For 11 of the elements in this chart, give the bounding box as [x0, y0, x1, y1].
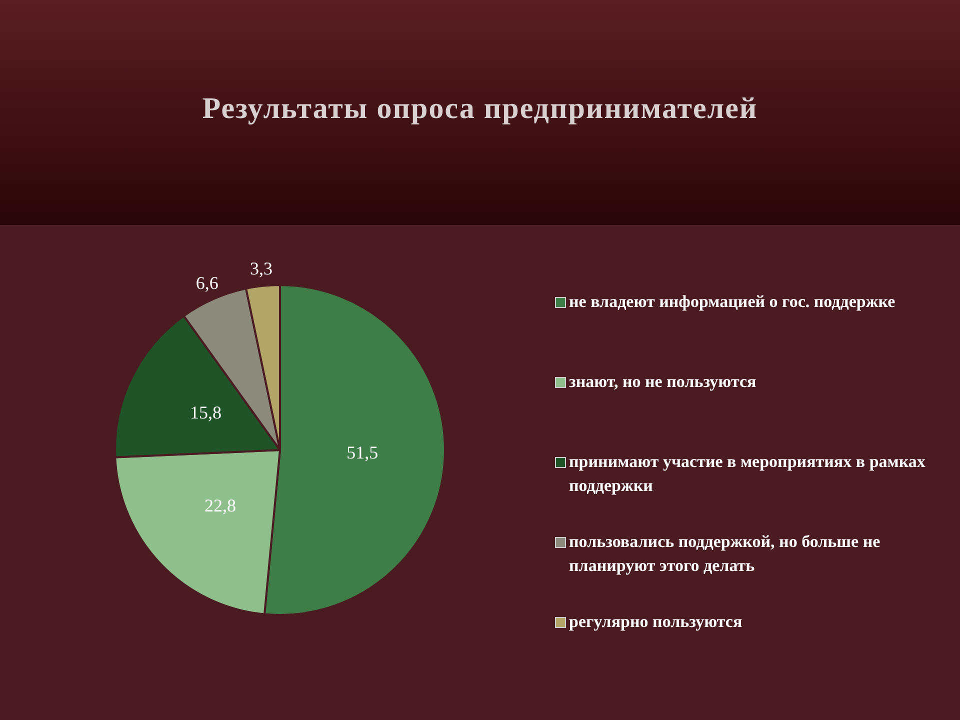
legend-label: пользовались поддержкой, но больше не планируют этого делать	[569, 532, 880, 575]
chart-title: Результаты опроса предпринимателей	[201, 92, 759, 126]
data-label: 3,3	[250, 258, 273, 279]
legend-label: регулярно пользуются	[569, 612, 742, 631]
data-label: 15,8	[190, 402, 222, 423]
legend-label: принимают участие в мероприятиях в рамках поддержки	[569, 452, 926, 495]
legend-label: знают, но не пользуются	[569, 372, 756, 391]
legend-label: не владеют информацией о гос. поддержке	[569, 292, 896, 311]
data-label: 22,8	[204, 496, 236, 516]
data-label: 51,5	[346, 442, 378, 463]
data-label: 6,6	[196, 273, 218, 294]
